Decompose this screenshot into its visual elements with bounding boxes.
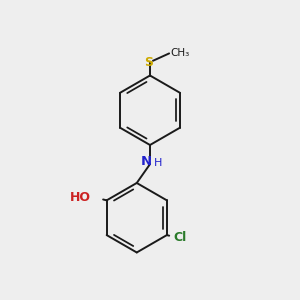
Text: N: N bbox=[141, 155, 152, 168]
Text: S: S bbox=[144, 56, 153, 69]
Text: H: H bbox=[154, 158, 162, 168]
Text: CH₃: CH₃ bbox=[171, 47, 190, 58]
Text: Cl: Cl bbox=[174, 231, 187, 244]
Text: HO: HO bbox=[70, 191, 91, 204]
